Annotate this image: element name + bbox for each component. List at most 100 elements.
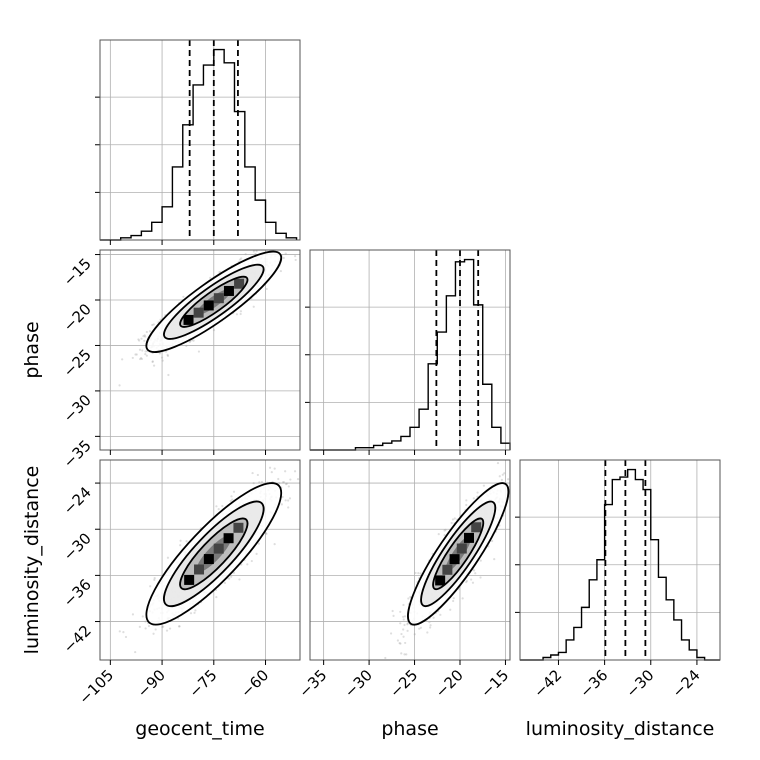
scatter-point	[449, 608, 452, 611]
scatter-point	[513, 503, 515, 505]
scatter-point	[465, 579, 469, 583]
scatter-point	[151, 323, 154, 327]
scatter-point	[439, 613, 442, 616]
scatter-point	[398, 641, 401, 645]
scatter-point	[429, 624, 432, 627]
scatter-point	[470, 578, 473, 581]
scatter-point	[251, 471, 254, 475]
scatter-point	[215, 595, 218, 599]
scatter-point	[396, 639, 399, 642]
scatter-point	[161, 626, 164, 629]
histogram-step-phase	[310, 258, 511, 451]
density-peak	[213, 293, 224, 304]
scatter-point	[138, 348, 142, 351]
scatter-point	[144, 620, 147, 623]
contour-line-0	[145, 482, 283, 626]
scatter-point	[287, 485, 290, 488]
contour-line-1	[163, 500, 265, 608]
scatter-point	[240, 257, 243, 260]
scatter-point	[406, 623, 409, 626]
2d-panel-phase-luminosity_distance	[309, 459, 515, 674]
scatter-point	[257, 542, 260, 545]
scatter-point	[197, 350, 201, 353]
scatter-point	[232, 571, 236, 574]
scatter-point	[409, 595, 412, 599]
x-tick-label: −24	[669, 666, 704, 701]
scatter-point	[194, 609, 197, 612]
scatter-point	[465, 581, 468, 584]
scatter-point	[378, 672, 380, 674]
scatter-point	[134, 650, 137, 654]
scatter-point	[282, 256, 285, 260]
scatter-point	[239, 310, 243, 313]
scatter-point	[140, 357, 144, 361]
panel-frame	[519, 459, 721, 661]
histogram-luminosity_distance	[515, 459, 721, 661]
scatter-point	[296, 478, 300, 481]
scatter-point	[443, 529, 446, 532]
scatter-point	[231, 498, 234, 501]
density-peak	[442, 564, 453, 575]
panel-background	[100, 250, 300, 450]
scatter-point	[118, 630, 121, 633]
scatter-point	[239, 312, 242, 316]
scatter-point	[139, 356, 143, 360]
scatter-point	[406, 622, 409, 625]
scatter-point	[418, 627, 421, 630]
contour-line-2	[432, 517, 485, 591]
scatter-point	[405, 653, 408, 656]
density-peak	[223, 285, 234, 296]
scatter-point	[472, 497, 475, 500]
2d-panel-geocent_time-phase	[94, 235, 309, 451]
scatter-point	[444, 528, 447, 531]
scatter-point	[152, 632, 155, 635]
panel-content	[94, 235, 309, 450]
panel-frame	[99, 459, 301, 661]
scatter-point	[149, 585, 152, 588]
scatter-point	[217, 508, 220, 511]
panel-background	[520, 460, 720, 660]
scatter-point	[403, 623, 406, 627]
density-peak	[234, 278, 245, 289]
scatter-point	[452, 599, 455, 603]
scatter-point	[417, 572, 420, 575]
scatter-point	[498, 475, 501, 478]
panel-background	[310, 250, 510, 450]
scatter-point	[413, 633, 416, 636]
scatter-point	[384, 656, 387, 660]
y-tick-label: −20	[60, 300, 95, 335]
scatter-point	[138, 339, 141, 342]
density-peak	[463, 532, 474, 543]
density-peak	[223, 533, 234, 544]
scatter-point	[144, 350, 147, 353]
density-peak	[213, 543, 224, 554]
scatter-point	[140, 337, 143, 340]
scatter-point	[403, 653, 406, 656]
y-tick-label: −15	[60, 255, 95, 290]
scatter-point	[265, 532, 268, 536]
y-tick-label: −25	[60, 346, 95, 381]
scatter-point	[273, 245, 275, 247]
scatter-point	[166, 354, 170, 358]
scatter-point	[193, 611, 196, 614]
scatter-point	[209, 276, 212, 279]
scatter-point	[406, 629, 409, 632]
density-peak	[194, 564, 205, 575]
scatter-point	[141, 615, 144, 618]
scatter-point	[289, 478, 292, 481]
density-peak	[183, 314, 194, 325]
density-peak	[449, 554, 460, 565]
scatter-point	[218, 270, 221, 274]
x-tick-label: −15	[477, 666, 512, 701]
scatter-point	[419, 626, 423, 629]
density-peak	[184, 574, 195, 585]
histogram-step-geocent_time	[100, 48, 298, 241]
scatter-point	[500, 478, 504, 481]
scatter-point	[282, 247, 284, 249]
scatter-point	[151, 360, 154, 363]
scatter-point	[94, 373, 96, 375]
scatter-point	[428, 621, 431, 624]
scatter-point	[265, 287, 268, 291]
scatter-point	[307, 235, 309, 237]
scatter-point	[493, 557, 496, 561]
